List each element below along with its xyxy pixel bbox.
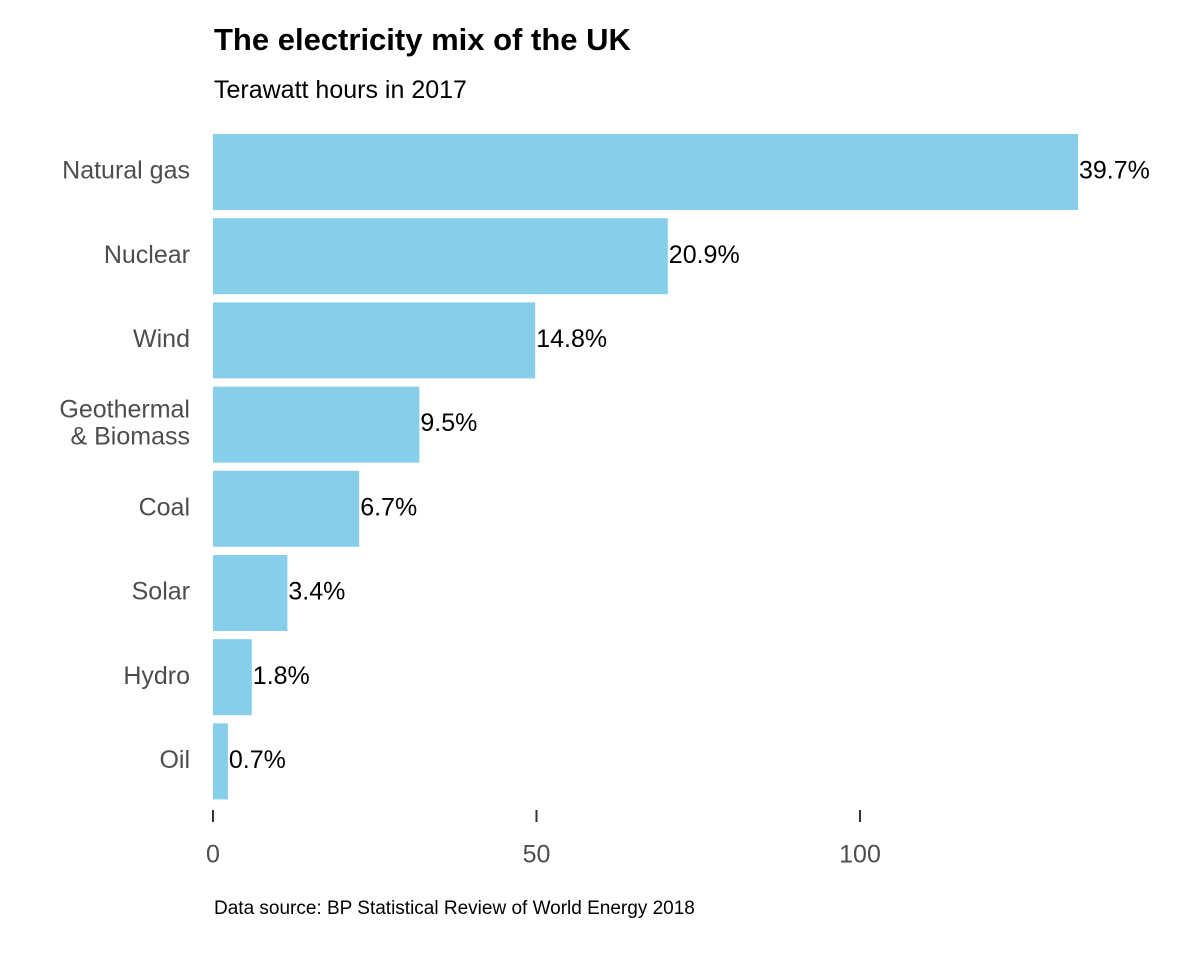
category-label: Wind — [133, 325, 190, 353]
bar — [213, 302, 536, 379]
x-axis: 0 50 100 — [206, 810, 881, 869]
category-label: Nuclear — [104, 241, 190, 269]
bar — [213, 639, 252, 716]
value-label: 20.9% — [669, 241, 740, 269]
value-label: 0.7% — [229, 746, 286, 774]
value-label: 6.7% — [360, 493, 417, 521]
bar — [213, 723, 228, 800]
value-label: 9.5% — [420, 409, 477, 437]
category-label: Geothermal & Biomass — [59, 396, 190, 451]
chart-title: The electricity mix of the UK — [214, 22, 631, 57]
value-label: 14.8% — [536, 325, 607, 353]
category-label: Solar — [132, 578, 190, 606]
bar — [213, 555, 288, 631]
x-tick-label: 0 — [206, 841, 220, 869]
bars-layer — [213, 134, 1078, 800]
data-source-note: Data source: BP Statistical Review of Wo… — [214, 898, 695, 919]
bar — [213, 218, 668, 295]
category-label: Coal — [139, 493, 190, 521]
chart-subtitle: Terawatt hours in 2017 — [214, 76, 467, 104]
bar — [213, 470, 360, 547]
value-label: 1.8% — [253, 662, 310, 690]
labels-layer: Natural gas 39.7% Nuclear 20.9% Wind 14.8% Geo… — [59, 157, 1150, 774]
category-label: Natural gas — [62, 157, 190, 185]
bar — [213, 386, 420, 463]
value-label: 39.7% — [1079, 157, 1150, 185]
x-tick-label: 50 — [523, 841, 551, 869]
value-label: 3.4% — [288, 578, 345, 606]
x-tick-label: 100 — [839, 841, 881, 869]
bar — [213, 134, 1078, 210]
category-label: Oil — [159, 746, 190, 774]
category-label: Hydro — [123, 662, 190, 690]
